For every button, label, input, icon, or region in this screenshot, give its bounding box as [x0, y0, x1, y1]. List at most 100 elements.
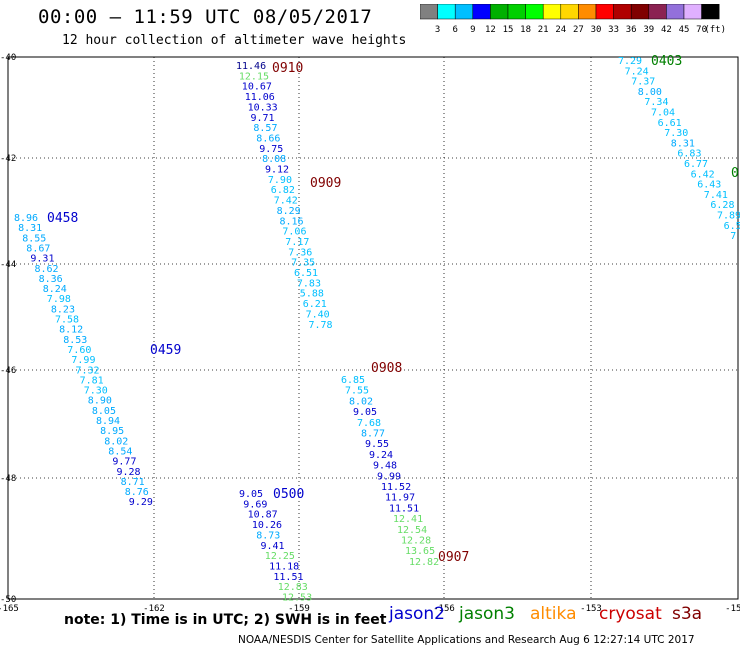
- wave-height-value: 11.52: [381, 482, 411, 493]
- wave-height-value: 10.87: [248, 510, 278, 521]
- colorbar-label: 9: [470, 25, 475, 35]
- wave-height-value: 9.71: [251, 113, 275, 124]
- axis-label-longitude: -165: [0, 604, 19, 614]
- wave-height-value: 11.97: [385, 493, 415, 504]
- wave-height-value: 8.95: [100, 426, 124, 437]
- wave-height-value: 7.81: [80, 375, 104, 386]
- wave-height-value: 11.51: [273, 572, 303, 583]
- wave-height-value: 11.51: [389, 503, 419, 514]
- wave-height-value: 6.85: [341, 375, 365, 386]
- wave-height-value: 9.05: [353, 407, 377, 418]
- wave-height-value: 7.29: [618, 56, 642, 67]
- wave-height-value: 7.60: [67, 345, 91, 356]
- colorbar-label: 45: [679, 25, 690, 35]
- colorbar-label: 70: [696, 25, 707, 35]
- wave-height-value: 8.96: [14, 213, 38, 224]
- legend-cryosat: cryosat: [599, 604, 662, 624]
- track-time-label: 0909: [310, 176, 341, 191]
- wave-height-value: 7.42: [274, 196, 298, 207]
- wave-height-value: 7.32: [76, 365, 100, 376]
- wave-height-value: 7.34: [644, 97, 668, 108]
- wave-height-value: 8.94: [96, 416, 120, 427]
- wave-height-value: 6.83: [677, 149, 701, 160]
- wave-height-value: 8.16: [280, 216, 304, 227]
- wave-height-value: 8.90: [88, 396, 112, 407]
- wave-height-value: 10.33: [248, 102, 278, 113]
- wave-height-value: 8.24: [43, 284, 67, 295]
- wave-height-value: 9.24: [369, 450, 393, 461]
- axis-label-latitude: -46: [0, 366, 16, 376]
- color-scale-bar: 3 6 9 12 15 18 21 24 27 30 33 36 39 42 45 70(ft): [420, 4, 726, 35]
- wave-height-value: 7: [730, 231, 736, 242]
- wave-height-value: 7.30: [664, 128, 688, 139]
- axis-label-latitude: -42: [0, 154, 16, 164]
- wave-height-value: 12.53: [282, 593, 312, 604]
- colorbar-label: 18: [520, 25, 531, 35]
- axis-label-latitude: -40: [0, 53, 16, 63]
- wave-height-value: 12.83: [278, 582, 308, 593]
- wave-height-value: 12.25: [265, 551, 295, 562]
- wave-height-value: 11.18: [269, 561, 299, 572]
- wave-height-value: 8.73: [256, 530, 280, 541]
- wave-height-value: 9.05: [239, 489, 263, 500]
- wave-height-value: 9.41: [261, 541, 285, 552]
- wave-height-value: 8.57: [253, 123, 277, 134]
- wave-height-value: 13.65: [405, 546, 435, 557]
- axis-label-latitude: -50: [0, 595, 16, 605]
- wave-height-value: 7.04: [651, 108, 675, 119]
- wave-height-value: 8.31: [18, 223, 42, 234]
- wave-height-value: 7.90: [268, 175, 292, 186]
- colorbar-label: 42: [661, 25, 672, 35]
- wave-height-value: 7.55: [345, 386, 369, 397]
- colorbar-label: 36: [626, 25, 637, 35]
- colorbar-label: 24: [555, 25, 566, 35]
- wave-height-value: 7.37: [631, 77, 655, 88]
- wave-height-value: 11.06: [245, 92, 275, 103]
- track-time-label: 0500: [273, 487, 304, 502]
- axis-label-longitude: -162: [143, 604, 165, 614]
- colorbar-label: 27: [573, 25, 584, 35]
- wave-height-value: 8.36: [39, 274, 63, 285]
- wave-height-value: 8.05: [92, 406, 116, 417]
- wave-height-value: 6.43: [697, 180, 721, 191]
- wave-height-value: 8.02: [104, 436, 128, 447]
- wave-height-value: 11.46: [236, 61, 266, 72]
- colorbar-label: 3: [435, 25, 440, 35]
- wave-height-value: 9.31: [30, 254, 54, 265]
- map-plot: -40 -42 -44 -46 -48 -50-165 -162 -159 -156 -153 -1…: [0, 53, 740, 614]
- wave-height-value: 7.30: [84, 386, 108, 397]
- track-time-label: 0458: [47, 211, 78, 226]
- track-time-label: 0459: [150, 343, 181, 358]
- map-frame: [7, 56, 739, 600]
- wave-height-value: 12.28: [401, 536, 431, 547]
- wave-height-value: 8.23: [51, 304, 75, 315]
- track-time-label: 0910: [272, 61, 303, 76]
- wave-height-value: 7.40: [306, 309, 330, 320]
- wave-height-value: 9.99: [377, 471, 401, 482]
- units-note: note: 1) Time is in UTC; 2) SWH is in fe…: [64, 612, 387, 628]
- wave-height-value: 7.41: [704, 190, 728, 201]
- wave-height-value: 7.78: [309, 320, 333, 331]
- wave-height-value: 8.53: [63, 335, 87, 346]
- axis-label-longitude: -153: [580, 604, 602, 614]
- wave-height-value: 9.55: [365, 439, 389, 450]
- colorbar-swatch: [701, 4, 720, 20]
- wave-height-value: 8.76: [125, 487, 149, 498]
- axis-label-longitude: -156: [433, 604, 455, 614]
- wave-height-value: 8.54: [108, 446, 132, 457]
- wave-height-value: 8.62: [35, 264, 59, 275]
- wave-height-value: 7.83: [297, 278, 321, 289]
- wave-height-value: 9.12: [265, 165, 289, 176]
- axis-label-longitude: -150: [725, 604, 740, 614]
- wave-height-value: 7.17: [285, 237, 309, 248]
- track-time-label: 0907: [438, 550, 469, 565]
- wave-height-value: 7.35: [291, 258, 315, 269]
- page-title: 00:00 – 11:59 UTC 08/05/2017: [38, 6, 373, 28]
- wave-height-value: 9.28: [117, 467, 141, 478]
- wave-height-value: 8.02: [349, 396, 373, 407]
- wave-height-value: 5.88: [300, 289, 324, 300]
- wave-height-value: 12.54: [397, 525, 427, 536]
- wave-height-value: 8.12: [59, 325, 83, 336]
- colorbar-label: 12: [485, 25, 496, 35]
- wave-height-value: 8.00: [638, 87, 662, 98]
